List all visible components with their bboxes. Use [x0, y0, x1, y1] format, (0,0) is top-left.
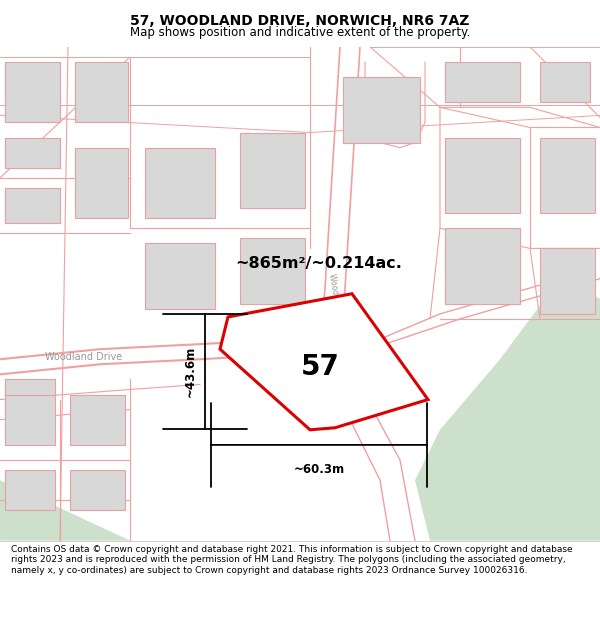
Polygon shape	[240, 238, 305, 304]
Polygon shape	[540, 248, 595, 314]
Polygon shape	[145, 148, 215, 218]
Text: ~43.6m: ~43.6m	[184, 346, 197, 397]
Polygon shape	[70, 470, 125, 511]
Polygon shape	[540, 62, 590, 102]
Text: ~865m²/~0.214ac.: ~865m²/~0.214ac.	[235, 256, 402, 271]
Polygon shape	[415, 279, 600, 541]
Polygon shape	[70, 394, 125, 445]
Polygon shape	[540, 138, 595, 213]
Polygon shape	[445, 138, 520, 213]
Polygon shape	[240, 132, 305, 208]
Text: 57, WOODLAND DRIVE, NORWICH, NR6 7AZ: 57, WOODLAND DRIVE, NORWICH, NR6 7AZ	[130, 14, 470, 28]
Polygon shape	[220, 294, 428, 430]
Polygon shape	[145, 243, 215, 309]
Text: ~60.3m: ~60.3m	[293, 463, 344, 476]
Text: Map shows position and indicative extent of the property.: Map shows position and indicative extent…	[130, 26, 470, 39]
Polygon shape	[5, 379, 55, 394]
Text: Woodland Drive: Woodland Drive	[45, 352, 122, 362]
Polygon shape	[5, 394, 55, 445]
Polygon shape	[5, 62, 60, 122]
Polygon shape	[445, 228, 520, 304]
Polygon shape	[0, 480, 130, 541]
Text: Woodland Drive: Woodland Drive	[327, 273, 347, 334]
Polygon shape	[75, 62, 128, 122]
Polygon shape	[343, 77, 420, 142]
Text: Contains OS data © Crown copyright and database right 2021. This information is : Contains OS data © Crown copyright and d…	[11, 545, 572, 575]
Polygon shape	[445, 62, 520, 102]
Polygon shape	[5, 188, 60, 223]
Polygon shape	[5, 470, 55, 511]
Polygon shape	[5, 138, 60, 168]
Polygon shape	[75, 148, 128, 218]
Text: 57: 57	[301, 353, 340, 381]
